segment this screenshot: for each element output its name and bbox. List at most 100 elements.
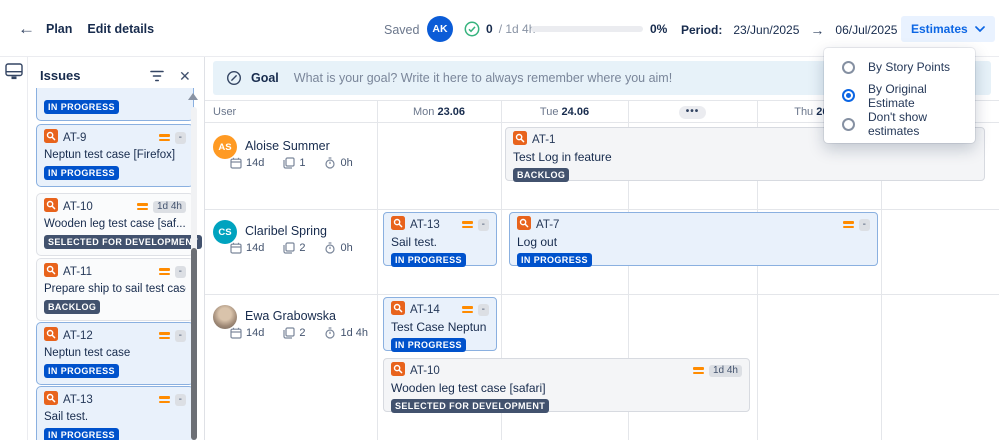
calendar-icon <box>230 327 242 339</box>
back-arrow-icon[interactable]: ← <box>18 19 35 38</box>
issue-card-at11[interactable]: AT-11 - Prepare ship to sail test case B… <box>36 258 194 321</box>
grid-row-line <box>205 209 999 210</box>
avatar[interactable]: AK <box>427 16 453 42</box>
priority-medium-icon <box>461 221 473 228</box>
chevron-down-icon <box>974 26 985 32</box>
user-name: Ewa Grabowska <box>245 309 337 323</box>
issue-count: 2 <box>299 242 306 254</box>
user-name: Claribel Spring <box>245 224 327 238</box>
capacity-days: 14d <box>246 327 265 339</box>
status-badge: IN PROGRESS <box>44 100 119 114</box>
estimates-button-label: Estimates <box>911 22 968 36</box>
test-case-icon <box>44 198 58 215</box>
expand-days-button[interactable]: ••• <box>678 105 707 119</box>
test-case-icon <box>513 131 527 148</box>
status-badge: IN PROGRESS <box>391 253 466 267</box>
priority-medium-icon <box>158 134 170 141</box>
issue-card-at13[interactable]: AT-13 - Sail test. IN PROGRESS <box>36 386 194 440</box>
check-circle-icon <box>464 21 480 37</box>
estimates-dropdown: By Story Points By Original Estimate Don… <box>824 48 975 143</box>
breadcrumb: Plan Edit details <box>46 22 154 36</box>
estimate-badge: - <box>174 393 186 406</box>
period-end-date[interactable]: 06/Jul/2025 <box>835 23 898 37</box>
day-date: 24.06 <box>561 106 590 118</box>
period-start-date[interactable]: 23/Jun/2025 <box>733 23 800 37</box>
scheduled-card-at10[interactable]: AT-10 1d 4h Wooden leg test case [safari… <box>383 358 750 413</box>
radio-icon <box>842 60 855 74</box>
estimate-badge: - <box>174 131 186 144</box>
filter-icon[interactable] <box>150 70 164 85</box>
estimate-badge: - <box>477 218 489 231</box>
avatar[interactable]: CS <box>213 220 237 244</box>
schedule-grid: User Mon 23.06 Tue 24.06 ••• Thu 26.06 <box>205 100 999 440</box>
priority-medium-icon <box>158 332 170 339</box>
user-stats: 14d 2 0h <box>230 242 353 254</box>
test-case-icon <box>391 216 405 233</box>
day-date: 23.06 <box>437 106 465 118</box>
topbar: ← Plan Edit details Saved AK 0 / 1d 4h 0… <box>0 0 999 57</box>
left-rail <box>0 57 28 440</box>
issue-title <box>44 88 186 97</box>
scrollbar-thumb[interactable] <box>191 248 197 440</box>
status-badge: BACKLOG <box>513 168 570 182</box>
test-case-icon <box>44 263 58 280</box>
priority-medium-icon <box>158 396 170 403</box>
stopwatch-icon <box>325 242 336 254</box>
test-case-icon <box>44 129 58 146</box>
close-icon[interactable]: ✕ <box>179 68 191 84</box>
estimate-badge: - <box>477 303 489 316</box>
test-case-icon <box>517 216 531 233</box>
timeline-main: Goal What is your goal? Write it here to… <box>205 57 999 440</box>
progress-total: / 1d 4h <box>498 22 536 36</box>
goal-label: Goal <box>251 71 279 85</box>
capacity-days: 14d <box>246 157 265 169</box>
issues-list: IN PROGRESS AT-9 - Neptun test case [Fir… <box>28 88 204 440</box>
issue-title: Wooden leg test case [saf... <box>44 218 186 230</box>
plan-link[interactable]: Plan <box>46 22 73 36</box>
day-of-week: Mon <box>413 106 435 118</box>
scheduled-card-at13[interactable]: AT-13 - Sail test. IN PROGRESS <box>383 212 497 267</box>
status-badge: SELECTED FOR DEVELOPMENT <box>44 235 203 249</box>
menu-item-story-points[interactable]: By Story Points <box>824 54 975 81</box>
issue-key: AT-14 <box>410 303 440 316</box>
issue-title: Prepare ship to sail test case <box>44 283 186 295</box>
issue-count: 2 <box>299 327 306 339</box>
avatar-photo[interactable] <box>213 305 237 329</box>
estimates-button[interactable]: Estimates <box>901 16 995 42</box>
goal-placeholder: What is your goal? Write it here to alwa… <box>293 71 673 85</box>
arrow-right-icon: → <box>810 22 825 38</box>
scheduled-card-at7[interactable]: AT-7 - Log out IN PROGRESS <box>509 212 878 267</box>
menu-item-dont-show[interactable]: Don't show estimates <box>824 110 975 138</box>
menu-item-original-estimate[interactable]: By Original Estimate <box>824 82 975 110</box>
scheduled-card-at14[interactable]: AT-14 - Test Case Neptun [F... IN PROGRE… <box>383 297 497 352</box>
status-badge: IN PROGRESS <box>391 338 466 352</box>
priority-medium-icon <box>842 221 854 228</box>
issue-card-at10[interactable]: AT-10 1d 4h Wooden leg test case [saf...… <box>36 193 203 256</box>
issue-title: Log out <box>517 235 558 249</box>
estimate-badge: 1d 4h <box>708 364 742 377</box>
cards-count-icon <box>283 327 295 339</box>
issue-title: Neptun test case <box>44 347 131 359</box>
day-header-mon: Mon 23.06 <box>377 101 501 124</box>
board-icon[interactable] <box>5 63 23 83</box>
issue-card-at12[interactable]: AT-12 - Neptun test case IN PROGRESS <box>36 322 194 385</box>
grid-row-line <box>205 294 999 295</box>
scheduled-card-at1[interactable]: AT-1 Test Log in feature BACKLOG <box>505 127 985 182</box>
status-badge: IN PROGRESS <box>44 166 119 180</box>
issue-key: AT-7 <box>536 218 560 231</box>
scroll-up-arrow[interactable] <box>188 93 198 100</box>
issue-card-partial[interactable]: IN PROGRESS <box>36 88 194 121</box>
priority-medium-icon <box>136 203 148 210</box>
status-badge: IN PROGRESS <box>44 428 119 440</box>
day-of-week: Thu <box>794 106 814 118</box>
issue-card-at9[interactable]: AT-9 - Neptun test case [Firefox] IN PRO… <box>36 124 194 187</box>
avatar[interactable]: AS <box>213 135 237 159</box>
stopwatch-icon <box>325 157 336 169</box>
edit-details-link[interactable]: Edit details <box>87 22 155 36</box>
issue-key: AT-12 <box>63 329 93 342</box>
calendar-icon <box>230 242 242 254</box>
issue-key: AT-11 <box>63 265 92 278</box>
estimate-badge: 1d 4h <box>152 200 186 213</box>
user-stats: 14d 1 0h <box>230 157 353 169</box>
issue-key: AT-10 <box>410 364 440 377</box>
